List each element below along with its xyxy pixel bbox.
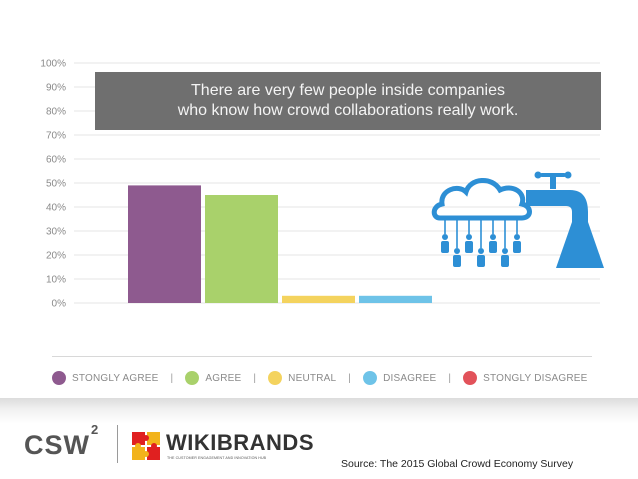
- csw-logo-sup: 2: [91, 422, 100, 437]
- legend-item: STONGLY DISAGREE: [463, 371, 587, 385]
- wikibrands-tagline: THE CUSTOMER ENGAGEMENT AND INNOVATION H…: [167, 456, 267, 460]
- legend-separator: |: [170, 372, 174, 384]
- bar-neutral: [282, 295, 355, 303]
- y-tick-label: 10%: [46, 275, 66, 286]
- y-tick-label: 70%: [46, 131, 66, 142]
- csw-logo: CSW2: [24, 422, 99, 461]
- bar-chart: 100% 90% 80% 70% 60% 50% 40% 30% 20% 10% 0%: [40, 59, 600, 310]
- puzzle-logo-icon: [132, 432, 160, 460]
- y-tick-label: 0%: [52, 299, 67, 310]
- legend-label: DISAGREE: [383, 372, 437, 384]
- legend-label: STONGLY AGREE: [72, 372, 159, 384]
- legend-swatch: [52, 371, 66, 385]
- legend-item: NEUTRAL: [268, 371, 336, 385]
- csw-logo-text: CSW: [24, 430, 90, 460]
- crowd-cloud-tap-icon: [431, 171, 604, 268]
- legend-item: DISAGREE: [363, 371, 436, 385]
- legend-swatch: [268, 371, 283, 385]
- legend-swatch: [463, 371, 478, 385]
- legend-label: AGREE: [205, 372, 242, 384]
- legend-item: AGREE: [185, 371, 241, 385]
- y-tick-label: 50%: [46, 179, 66, 190]
- legend-swatch: [363, 371, 378, 385]
- bar-stongly-agree: [128, 185, 201, 303]
- y-tick-label: 100%: [40, 59, 66, 70]
- chart-banner: There are very few people inside compani…: [95, 72, 601, 130]
- legend-item: STONGLY AGREE: [52, 371, 159, 385]
- banner-line-1: There are very few people inside compani…: [191, 82, 505, 99]
- legend-divider: [52, 356, 592, 357]
- y-tick-label: 80%: [46, 107, 66, 118]
- y-tick-label: 30%: [46, 227, 66, 238]
- y-tick-label: 40%: [46, 203, 66, 214]
- bar-agree: [205, 195, 278, 303]
- chart-legend: STONGLY AGREE | AGREE | NEUTRAL | DISAGREE | STO…: [52, 368, 597, 388]
- y-tick-label: 20%: [46, 251, 66, 262]
- legend-separator: |: [348, 372, 352, 384]
- legend-label: NEUTRAL: [288, 372, 337, 384]
- bar-disagree: [359, 295, 432, 303]
- legend-swatch: [185, 371, 200, 385]
- legend-separator: |: [253, 372, 257, 384]
- banner-line-2: who know how crowd collaborations really…: [177, 102, 519, 119]
- logo-divider: [117, 425, 118, 463]
- y-tick-label: 60%: [46, 155, 66, 166]
- legend-separator: |: [448, 372, 452, 384]
- y-tick-label: 90%: [46, 83, 66, 94]
- wikibrands-logo: WIKIBRANDS: [166, 430, 314, 455]
- source-caption: Source: The 2015 Global Crowd Economy Su…: [335, 455, 621, 473]
- legend-label: STONGLY DISAGREE: [483, 372, 588, 384]
